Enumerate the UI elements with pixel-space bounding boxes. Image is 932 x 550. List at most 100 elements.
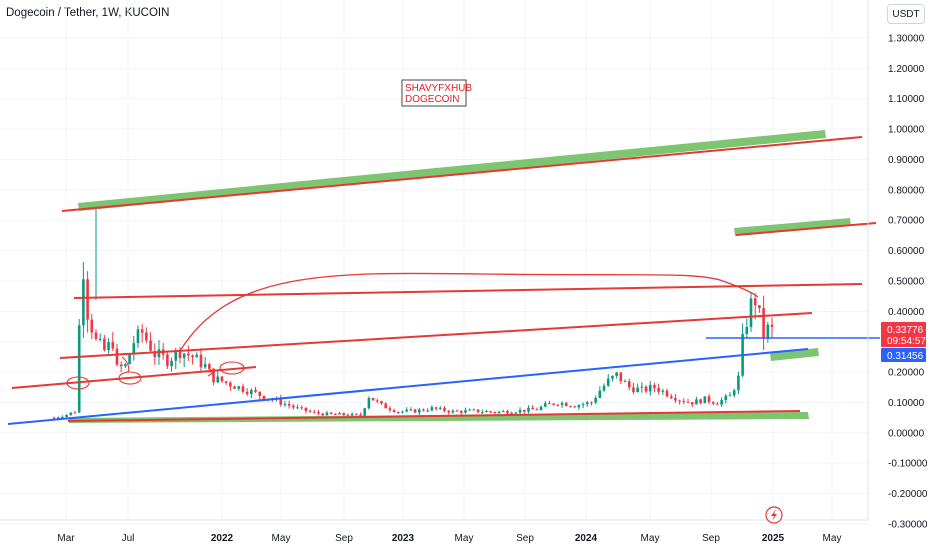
price-axis[interactable]: 1.30000 1.20000 1.10000 1.00000 0.90000 0.800… (867, 0, 928, 530)
candle-body (711, 402, 715, 404)
candle-body (52, 417, 56, 419)
candle-body (216, 376, 220, 383)
candle-body (384, 403, 388, 409)
candle-body (262, 395, 266, 400)
candle-body (669, 396, 673, 399)
candle-body (94, 332, 98, 339)
candle-body (224, 381, 228, 383)
green-zone (770, 348, 819, 361)
candle-body (77, 325, 81, 413)
candle-body (501, 411, 505, 413)
x-tick-label: May (641, 533, 660, 544)
x-tick-label: 2023 (392, 533, 415, 544)
time-axis[interactable]: Mar Jul 2022 May Sep 2023 May Sep 2024 May Sep 2025… (0, 519, 868, 544)
candle-body (716, 403, 719, 405)
candle-body (737, 375, 740, 391)
candle-body (287, 403, 291, 406)
last-price-label: 0.33776 09:54:57 (881, 322, 926, 347)
candle-body (367, 398, 371, 409)
candle-body (598, 390, 602, 398)
candle-body (543, 403, 547, 407)
candle-body (355, 413, 358, 415)
candle-body (682, 400, 686, 402)
candle-body (329, 412, 333, 415)
candle-body (653, 385, 656, 388)
candle-body (426, 410, 429, 412)
candle-body (728, 395, 732, 397)
candle-body (103, 338, 106, 351)
circle-marker (66, 376, 90, 390)
candle-body (174, 350, 178, 361)
candle-body (564, 403, 568, 407)
candle-body (417, 409, 421, 413)
candle-body (476, 409, 480, 413)
candle-body (166, 354, 169, 367)
y-tick-label: 1.00000 (888, 125, 925, 136)
candle-body (334, 414, 337, 416)
candle-body (413, 409, 417, 413)
candle-body (661, 390, 665, 392)
currency-button[interactable]: USDT (887, 4, 925, 24)
candle-body (325, 412, 329, 416)
candle-body (346, 414, 350, 416)
candle-body (573, 406, 576, 408)
candle-body (283, 403, 287, 405)
candle-body (220, 376, 224, 382)
green-zone (734, 218, 851, 236)
y-tick-label: -0.10000 (888, 459, 928, 470)
candle-body (678, 400, 681, 402)
x-tick-label: Jul (122, 533, 135, 544)
candle-body (690, 402, 694, 405)
candle-body (258, 391, 262, 396)
y-tick-label: -0.30000 (888, 519, 928, 530)
candle-body (590, 402, 593, 404)
lightning-icon[interactable] (765, 506, 783, 524)
candle-body (107, 342, 110, 351)
y-tick-label: 0.90000 (888, 155, 925, 166)
candle-body (376, 400, 379, 402)
x-tick-label: 2022 (211, 533, 234, 544)
annotation-box[interactable]: SHAVYFXHUB DOGECOIN (401, 79, 472, 107)
candle-body (581, 404, 585, 406)
candle-body (753, 298, 757, 306)
chart-drawings (7, 130, 880, 425)
candle-body (397, 411, 400, 413)
candle-body (489, 411, 492, 413)
countdown-value: 09:54:57 (887, 336, 926, 347)
candle-body (182, 353, 186, 359)
candle-body (464, 410, 467, 413)
candle-body (724, 395, 728, 401)
red-trendline (59, 312, 813, 359)
candle-body (623, 381, 627, 383)
annotation-line1: SHAVYFXHUB (405, 83, 472, 94)
x-tick-label: Sep (335, 533, 353, 544)
annotation-line2: DOGECOIN (405, 94, 459, 105)
candle-body (229, 382, 232, 387)
candle-body (703, 396, 707, 404)
candle-body (455, 410, 459, 412)
green-zone (78, 130, 826, 211)
candle-body (153, 350, 157, 358)
candle-body (279, 398, 283, 405)
candle-body (594, 397, 597, 403)
candle-body (178, 350, 182, 359)
candle-body (732, 390, 736, 396)
candle-body (237, 386, 241, 389)
candle-body (443, 407, 446, 412)
y-tick-label: 0.70000 (888, 216, 925, 227)
candle-body (472, 409, 476, 411)
candle-body (187, 353, 190, 356)
y-tick-label: 1.10000 (888, 94, 925, 105)
candle-body (758, 305, 761, 309)
candle-body (766, 324, 770, 339)
red-trendline (67, 410, 801, 422)
candle-body (338, 413, 341, 415)
candle-body (132, 343, 136, 355)
y-tick-label: -0.20000 (888, 489, 928, 500)
red-trendline (735, 222, 877, 236)
candle-body (606, 378, 610, 386)
candle-body (388, 408, 392, 411)
candle-body (434, 407, 438, 409)
candlesticks (52, 208, 774, 419)
